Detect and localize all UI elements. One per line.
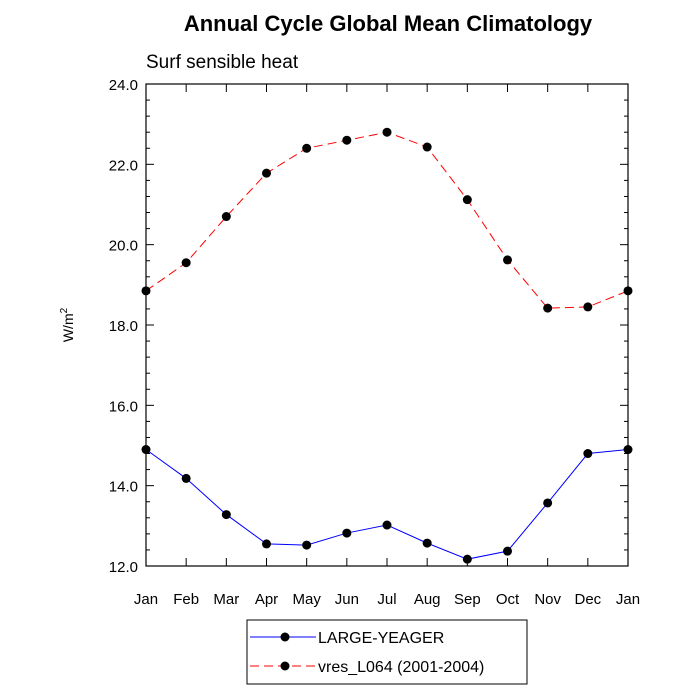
y-tick-label: 20.0: [109, 238, 138, 255]
series-1-point: [342, 135, 352, 145]
series-line-0: [145, 449, 629, 560]
x-tick-label: Apr: [255, 591, 278, 608]
y-tick-labels: 12.0 14.0 16.0 18.0 20.0 22.0 24.0: [109, 77, 138, 576]
legend-label-large-yeager: LARGE-YEAGER: [318, 630, 444, 647]
series-0-point: [382, 520, 392, 530]
series-0-point: [342, 528, 352, 538]
y-tick-label: 16.0: [109, 398, 138, 415]
legend: LARGE-YEAGER vres_L064 (2001-2004): [246, 619, 528, 685]
y-tick-label: 18.0: [109, 318, 138, 335]
x-tick-label: May: [292, 591, 321, 608]
x-tick-label: Sep: [454, 591, 481, 608]
x-tick-label: Jan: [134, 591, 158, 608]
y-tick-label: 22.0: [109, 157, 138, 174]
series-1-point: [503, 255, 512, 265]
series-1-point: [181, 258, 191, 268]
y-axis-label-base: W/m: [60, 313, 76, 342]
data-series: [141, 127, 633, 564]
series-0-point: [181, 473, 191, 483]
series-0-point: [302, 540, 312, 550]
plot-frame: [145, 83, 629, 567]
series-0-point: [422, 538, 432, 548]
series-1-point: [462, 195, 472, 205]
series-1-point: [382, 127, 392, 137]
x-tick-label: Mar: [213, 591, 239, 608]
x-tick-label: Nov: [534, 591, 561, 608]
series-0-point: [462, 554, 472, 564]
x-tick-label: Jun: [335, 591, 359, 608]
series-0-point: [583, 449, 593, 459]
x-tick-label: Feb: [173, 591, 199, 608]
y-axis-label-superscript: 2: [59, 307, 70, 313]
series-0-point: [503, 546, 512, 556]
x-tick-label: Dec: [574, 591, 601, 608]
series-0-point: [543, 498, 553, 508]
legend-box: [246, 619, 528, 685]
series-1-point: [302, 143, 312, 153]
series-1-point: [262, 168, 271, 178]
y-tick-label: 24.0: [109, 77, 138, 94]
x-tick-label: Aug: [414, 591, 441, 608]
legend-marker-vres-l064: [280, 661, 290, 671]
legend-marker-large-yeager: [280, 632, 290, 642]
series-1-point: [543, 303, 553, 313]
series-1-point: [422, 142, 432, 152]
series-1-point: [583, 302, 593, 312]
series-1-point: [221, 212, 231, 222]
series-0-point: [262, 539, 271, 549]
legend-label-vres-l064: vres_L064 (2001-2004): [318, 659, 484, 676]
y-axis-label: W/m2: [59, 307, 76, 342]
x-tick-label: Jul: [377, 591, 396, 608]
y-tick-label: 12.0: [109, 559, 138, 576]
x-tick-label: Jan: [616, 591, 640, 608]
series-0-point: [221, 510, 231, 520]
y-tick-label: 14.0: [109, 479, 138, 496]
series-line-1: [145, 131, 629, 309]
x-tick-labels: Jan Feb Mar Apr May Jun Jul Aug Sep Oct Nov Dec Jan: [134, 591, 640, 608]
x-tick-label: Oct: [496, 591, 520, 608]
chart-subtitle: Surf sensible heat: [146, 52, 299, 73]
chart-title: Annual Cycle Global Mean Climatology: [184, 11, 593, 36]
